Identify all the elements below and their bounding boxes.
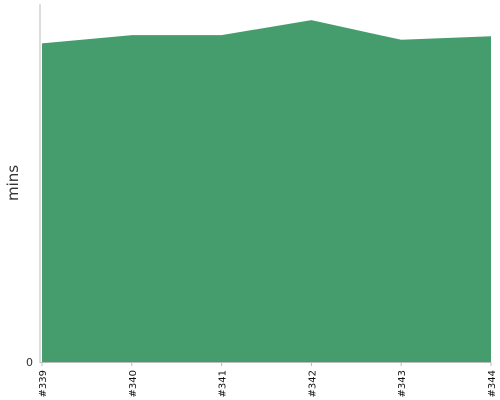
x-tick-label-5: #344 bbox=[487, 370, 498, 397]
x-tick-labels: #339 #340 #341 #342 #343 #344 bbox=[38, 362, 498, 397]
series-layer bbox=[42, 20, 491, 363]
area-series-0 bbox=[42, 20, 491, 363]
x-tick-label-1: #340 bbox=[128, 370, 139, 397]
y-tick-label-0: 0 bbox=[26, 356, 33, 369]
x-tick-label-0: #339 bbox=[38, 370, 49, 397]
x-tick-label-2: #341 bbox=[218, 370, 229, 397]
x-tick-label-4: #343 bbox=[397, 370, 408, 397]
x-tick-label-3: #342 bbox=[307, 370, 318, 397]
y-axis-title: mins bbox=[4, 165, 22, 201]
y-tick-labels: 0 bbox=[26, 356, 33, 369]
